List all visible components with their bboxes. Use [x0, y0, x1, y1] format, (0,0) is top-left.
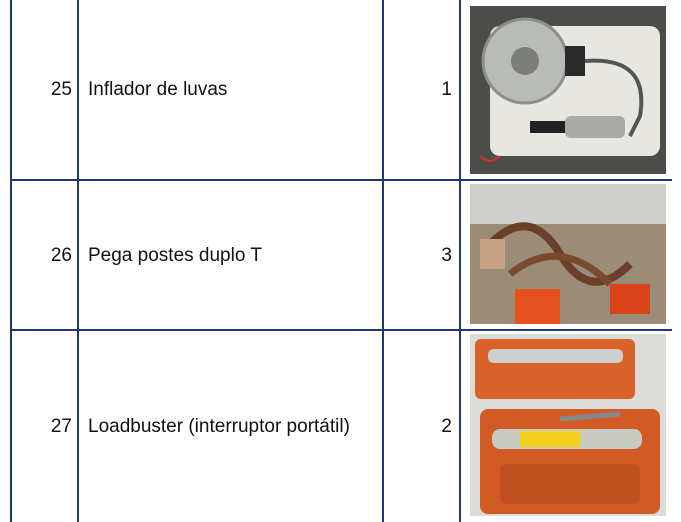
item-quantity: 3: [441, 244, 452, 266]
item-quantity: 1: [441, 79, 452, 100]
column-border: [77, 0, 79, 522]
item-number: 26: [50, 244, 72, 266]
column-border: [459, 0, 461, 522]
item-number: 25: [50, 79, 72, 100]
item-quantity: 2: [441, 415, 452, 437]
item-photo: [470, 6, 666, 174]
row-border: [10, 329, 672, 331]
item-name: Pega postes duplo T: [88, 244, 262, 266]
item-photo: [470, 334, 666, 516]
column-border: [10, 0, 12, 522]
item-name: Inflador de luvas: [88, 79, 228, 100]
item-name: Loadbuster (interruptor portátil): [88, 415, 350, 437]
column-border: [382, 0, 384, 522]
item-number: 27: [50, 415, 72, 437]
item-photo: [470, 184, 666, 324]
row-border: [10, 179, 672, 181]
